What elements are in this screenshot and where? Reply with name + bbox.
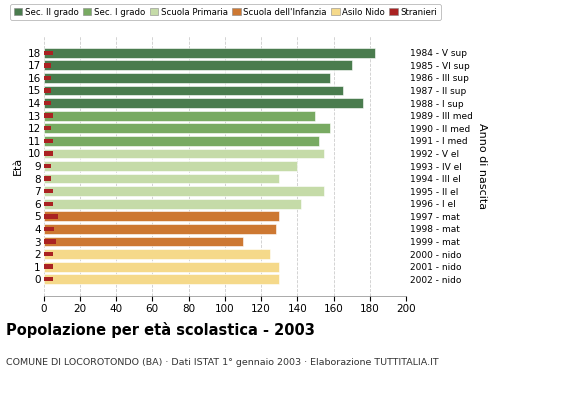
Bar	[44, 148, 324, 158]
Bar	[44, 252, 53, 256]
Bar	[44, 73, 330, 83]
Bar	[44, 214, 58, 218]
Bar	[44, 227, 55, 231]
Bar	[44, 237, 243, 246]
Bar	[44, 86, 343, 95]
Bar	[44, 264, 53, 269]
Bar	[44, 224, 276, 234]
Bar	[44, 262, 279, 272]
Bar	[44, 212, 279, 221]
Bar	[44, 164, 51, 168]
Bar	[44, 199, 301, 209]
Bar	[44, 123, 330, 133]
Bar	[44, 114, 53, 118]
Bar	[44, 174, 279, 184]
Bar	[44, 151, 53, 156]
Y-axis label: Età: Età	[13, 157, 23, 175]
Bar	[44, 176, 51, 181]
Bar	[44, 48, 375, 58]
Bar	[44, 277, 53, 282]
Bar	[44, 126, 51, 130]
Bar	[44, 136, 319, 146]
Bar	[44, 50, 53, 55]
Bar	[44, 202, 53, 206]
Bar	[44, 239, 56, 244]
Legend: Sec. II grado, Sec. I grado, Scuola Primaria, Scuola dell'Infanzia, Asilo Nido, : Sec. II grado, Sec. I grado, Scuola Prim…	[10, 4, 441, 20]
Bar	[44, 63, 51, 68]
Bar	[44, 98, 362, 108]
Bar	[44, 274, 279, 284]
Bar	[44, 249, 270, 259]
Bar	[44, 111, 316, 120]
Bar	[44, 88, 51, 93]
Bar	[44, 189, 53, 193]
Bar	[44, 101, 51, 105]
Bar	[44, 161, 297, 171]
Bar	[44, 186, 324, 196]
Bar	[44, 139, 53, 143]
Text: COMUNE DI LOCOROTONDO (BA) · Dati ISTAT 1° gennaio 2003 · Elaborazione TUTTITALI: COMUNE DI LOCOROTONDO (BA) · Dati ISTAT …	[6, 358, 438, 367]
Bar	[44, 60, 351, 70]
Bar	[44, 76, 51, 80]
Text: Popolazione per età scolastica - 2003: Popolazione per età scolastica - 2003	[6, 322, 315, 338]
Y-axis label: Anno di nascita: Anno di nascita	[477, 123, 487, 209]
